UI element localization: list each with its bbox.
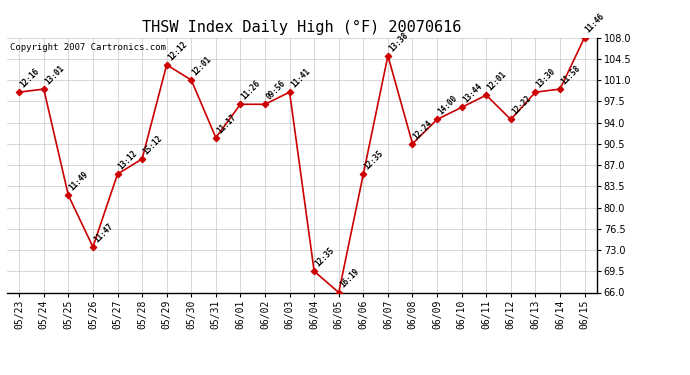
Point	[481, 92, 492, 98]
Point	[505, 117, 516, 123]
Text: 11:58: 11:58	[559, 64, 582, 86]
Text: 13:30: 13:30	[535, 67, 558, 89]
Point	[210, 135, 221, 141]
Point	[308, 268, 319, 274]
Point	[431, 117, 442, 123]
Title: THSW Index Daily High (°F) 20070616: THSW Index Daily High (°F) 20070616	[142, 20, 462, 35]
Text: 13:38: 13:38	[387, 30, 410, 53]
Text: 13:01: 13:01	[43, 64, 66, 86]
Point	[358, 171, 369, 177]
Text: 13:12: 13:12	[117, 148, 139, 171]
Text: 15:12: 15:12	[141, 134, 164, 156]
Text: Copyright 2007 Cartronics.com: Copyright 2007 Cartronics.com	[10, 43, 166, 52]
Text: 12:22: 12:22	[510, 94, 533, 117]
Point	[186, 77, 197, 83]
Text: 13:44: 13:44	[461, 82, 484, 105]
Point	[63, 192, 74, 198]
Point	[284, 89, 295, 95]
Text: 11:26: 11:26	[239, 79, 262, 102]
Text: 14:00: 14:00	[436, 94, 459, 117]
Text: 11:46: 11:46	[584, 12, 607, 35]
Text: 11:49: 11:49	[68, 170, 90, 193]
Text: 12:35: 12:35	[313, 246, 336, 268]
Point	[38, 86, 49, 92]
Text: 11:47: 11:47	[92, 222, 115, 244]
Text: 12:12: 12:12	[166, 39, 188, 62]
Point	[530, 89, 541, 95]
Point	[235, 101, 246, 107]
Point	[456, 104, 467, 110]
Point	[259, 101, 270, 107]
Point	[161, 62, 172, 68]
Point	[579, 34, 590, 40]
Point	[333, 290, 344, 296]
Text: 12:24: 12:24	[412, 118, 435, 141]
Text: 11:17: 11:17	[215, 112, 238, 135]
Text: 12:16: 12:16	[19, 67, 41, 89]
Point	[112, 171, 123, 177]
Text: 16:19: 16:19	[338, 267, 361, 290]
Text: 12:35: 12:35	[362, 148, 385, 171]
Point	[407, 141, 418, 147]
Point	[555, 86, 566, 92]
Point	[14, 89, 25, 95]
Point	[137, 156, 148, 162]
Text: 11:41: 11:41	[289, 67, 311, 89]
Point	[382, 53, 393, 59]
Text: 12:01: 12:01	[486, 70, 508, 92]
Text: 09:56: 09:56	[264, 79, 287, 102]
Text: 12:01: 12:01	[190, 54, 213, 77]
Point	[88, 244, 99, 250]
